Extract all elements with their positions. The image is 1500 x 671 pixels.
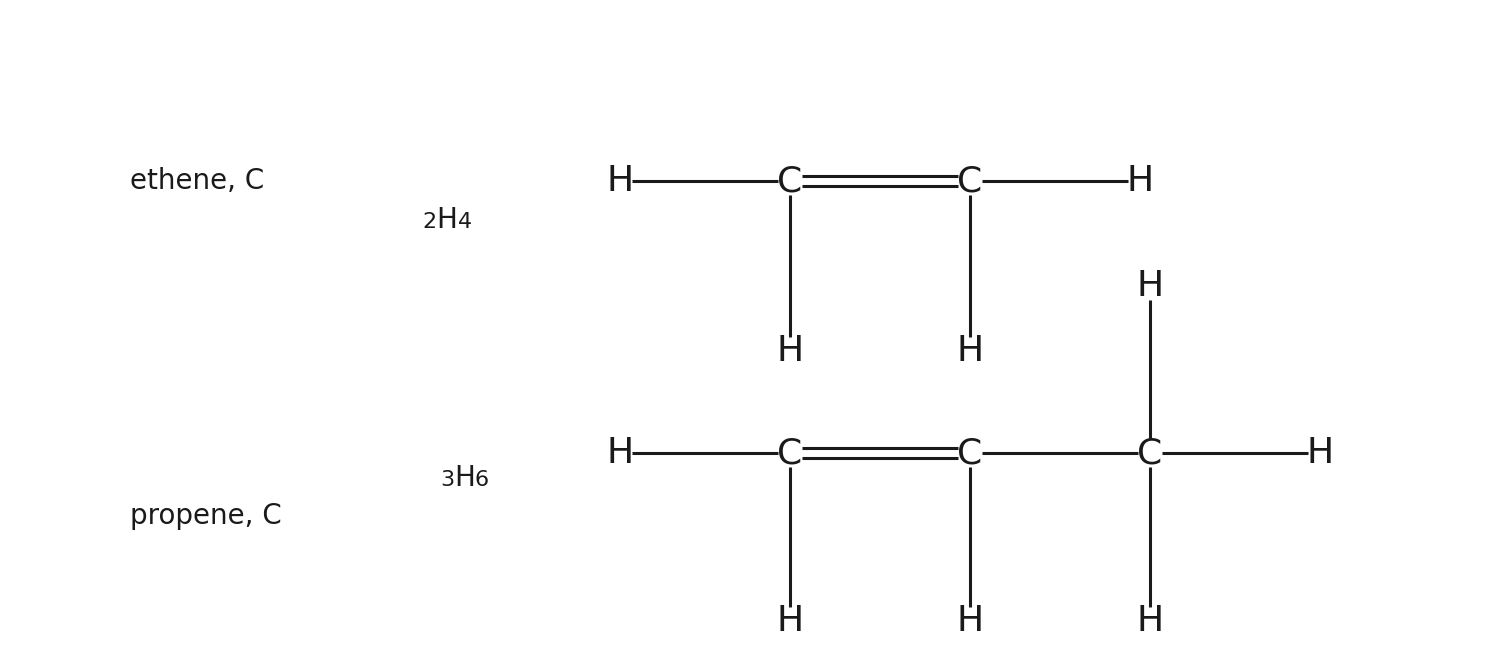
Text: C: C [777, 436, 802, 470]
Text: 3: 3 [440, 470, 454, 491]
Text: H: H [1306, 436, 1334, 470]
Text: C: C [957, 436, 982, 470]
Text: H: H [436, 206, 457, 234]
Text: 6: 6 [476, 470, 489, 491]
Text: H: H [1137, 604, 1164, 638]
Text: H: H [777, 334, 804, 368]
Text: H: H [1137, 269, 1164, 303]
Text: ethene, C: ethene, C [130, 167, 264, 195]
Text: H: H [957, 604, 984, 638]
Text: H: H [606, 436, 633, 470]
Text: propene, C: propene, C [130, 502, 282, 530]
Text: 2: 2 [423, 213, 436, 232]
Text: C: C [1137, 436, 1162, 470]
Text: H: H [454, 464, 476, 492]
Text: C: C [957, 164, 982, 198]
Text: H: H [606, 164, 633, 198]
Text: C: C [777, 164, 802, 198]
Text: 4: 4 [458, 213, 471, 232]
Text: H: H [777, 604, 804, 638]
Text: H: H [1126, 164, 1154, 198]
Text: H: H [957, 334, 984, 368]
